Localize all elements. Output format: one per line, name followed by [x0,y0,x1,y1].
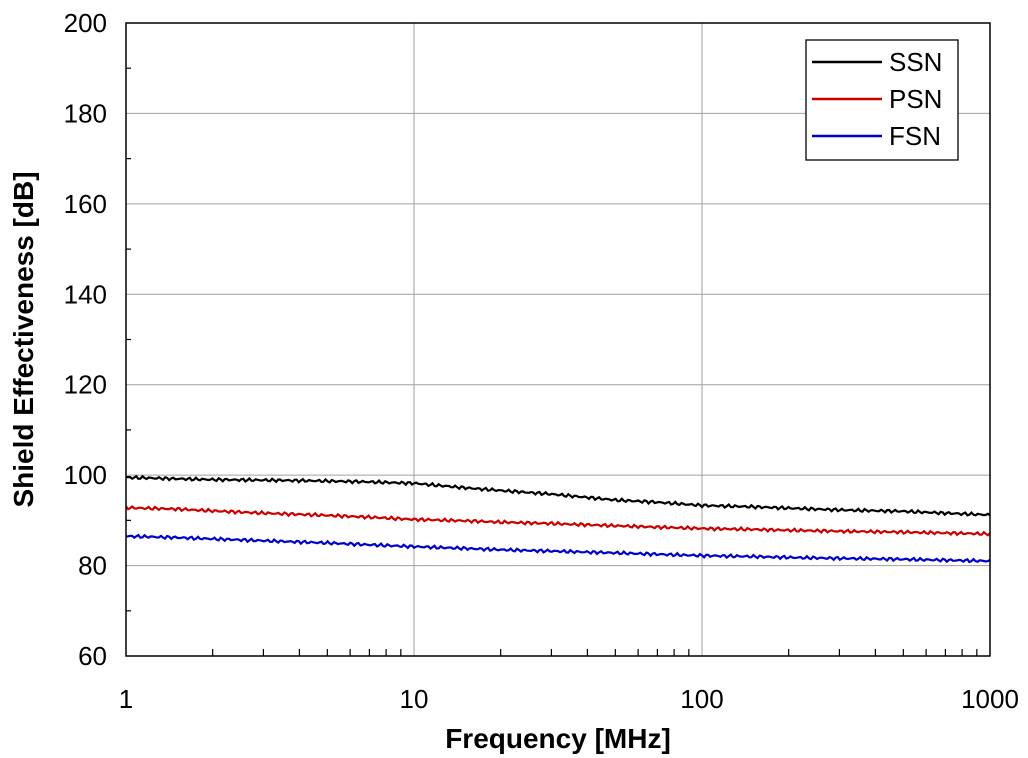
y-tick-label: 180 [64,98,107,128]
y-tick-label: 140 [64,279,107,309]
legend-label-ssn: SSN [889,47,942,77]
y-tick-label: 200 [64,8,107,38]
x-axis-tick-labels: 1 10 100 1000 [119,684,1019,714]
plot-frame [125,22,991,657]
y-tick-label: 100 [64,460,107,490]
x-tick-label: 1000 [961,684,1019,714]
x-axis-title: Frequency [MHz] [445,723,671,754]
legend: SSN PSN FSN [805,39,959,161]
y-tick-label: 60 [78,641,107,671]
x-tick-label: 10 [400,684,429,714]
y-axis-tick-labels: 60 80 100 120 140 160 180 200 [64,8,107,671]
minor-ticks [126,67,978,656]
series-layer [125,474,991,564]
x-tick-label: 1 [119,684,133,714]
x-tick-label: 100 [680,684,723,714]
y-tick-label: 160 [64,189,107,219]
legend-label-fsn: FSN [889,121,941,151]
series-line-ssn [125,474,991,517]
y-tick-label: 80 [78,551,107,581]
legend-label-psn: PSN [889,84,942,114]
y-axis-title: Shield Effectiveness [dB] [8,171,39,507]
series-line-fsn [125,533,991,564]
series-line-psn [125,505,991,537]
y-tick-label: 120 [64,370,107,400]
